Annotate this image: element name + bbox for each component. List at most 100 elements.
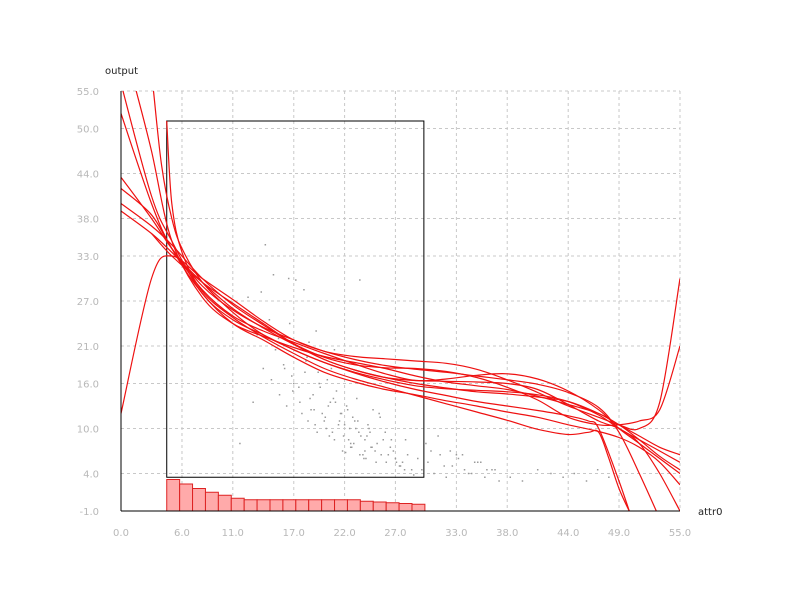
scatter-point [427,461,429,463]
scatter-point [390,439,393,441]
axes [120,91,680,512]
y-tick-label: 55.0 [77,87,99,98]
scatter-point [480,461,482,463]
scatter-point [355,427,357,430]
scatter-point [278,394,281,396]
scatter-point [521,480,524,482]
scatter-point [573,472,576,475]
scatter-point [334,401,337,403]
scatter-point [262,367,265,370]
scatter-point [476,461,479,463]
scatter-point [498,480,500,482]
scatter-point [430,450,432,452]
scatter-point [455,454,458,456]
scatter-point [338,420,341,422]
scatter-point [298,386,300,388]
regression-curve [152,91,630,511]
histogram-bar [334,499,348,512]
scatter-point [550,472,552,475]
scatter-point [366,435,368,437]
scatter-point [331,431,334,433]
x-tick-label: 6.0 [174,528,190,539]
scatter-point [370,446,372,448]
scatter-point [339,412,342,415]
scatter-point [375,461,377,463]
scatter-point [404,439,407,441]
scatter-point [306,356,308,358]
scatter-point [312,394,314,396]
histogram-bar [411,503,426,512]
x-tick-labels: 0.0 6.0 11.0 17.0 22.0 27.0 33.0 38.0 44.0 49.0 55… [113,528,691,539]
selection-box [166,120,425,478]
scatter-point [382,439,384,441]
scatter-point [461,454,464,456]
scatter-point [305,360,307,362]
scatter-point [437,435,439,437]
scatter-point [412,474,415,476]
scatter-point [356,397,358,400]
grid [121,90,681,511]
scatter-point [247,296,249,298]
scatter-point [421,469,423,471]
y-tick-label: 33.0 [77,252,99,263]
scatter-point [417,457,419,460]
scatter-point [349,446,352,448]
scatter-point [343,424,346,426]
histogram-bar [243,499,258,512]
histogram-bar [385,502,400,512]
scatter-point [387,454,390,456]
scatter-point [349,442,352,445]
scatter-point [295,279,297,281]
scatter-point [394,457,397,460]
y-tick-label: 27.0 [77,297,99,308]
scatter-point [368,427,370,430]
histogram-bar [308,499,323,512]
scatter-point [399,465,402,467]
scatter-point [272,274,275,276]
histogram-bar [359,500,374,512]
scatter-point [316,431,318,433]
scatter-point [348,427,351,430]
x-tick-label: 49.0 [608,528,630,539]
scatter-point [277,337,280,340]
histogram-bar [256,499,271,512]
scatter-point [536,469,539,471]
scatter-point [449,450,452,452]
scatter-point [323,420,326,422]
scatter-point [357,420,359,422]
scatter-point [345,405,348,407]
y-tick-label: 21.0 [77,342,99,353]
scatter-point [324,416,327,418]
scatter-point [439,454,441,456]
scatter-point [332,397,335,400]
scatter-point [299,401,301,403]
scatter-point [326,379,329,381]
y-tick-label: 10.0 [77,425,99,436]
histogram-bar [346,499,361,512]
y-tick-label: 16.0 [77,380,99,391]
scatter-point [270,379,273,381]
scatter-point [608,476,610,478]
x-tick-label: 11.0 [222,528,244,539]
scatter-point [392,450,395,452]
scatter-point [314,424,316,426]
y-tick-label: 50.0 [77,125,99,136]
scatter-point [494,469,496,471]
scatter-point [354,420,356,422]
scatter-point [335,390,338,392]
y-axis-label: output [105,66,138,77]
scatter-point [256,334,258,336]
scatter-point [585,480,588,482]
scatter-point [362,454,364,456]
scatter-point [371,446,373,448]
scatter-point [333,439,336,441]
histogram-bar [179,483,194,512]
scatter-point [467,472,470,475]
scatter-point [287,277,290,280]
histogram-bar [166,479,181,512]
scatter-point [367,424,369,426]
scatter-point [470,472,473,475]
y-tick-label: 44.0 [77,170,99,181]
scatter-point [318,382,320,385]
